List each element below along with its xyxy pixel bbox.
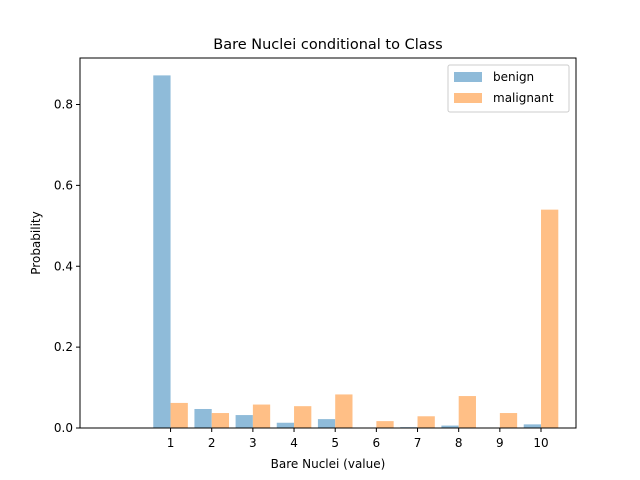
bar-benign-10 — [523, 424, 542, 428]
bar-benign-5 — [317, 419, 336, 428]
bar-malignant-8 — [458, 396, 476, 428]
x-tick-label: 10 — [533, 436, 548, 450]
bar-malignant-10 — [541, 209, 559, 428]
x-axis-ticks: 1 2 3 4 5 6 7 8 9 10 — [167, 428, 549, 450]
x-axis-label: Bare Nuclei (value) — [271, 457, 386, 471]
x-tick-label: 8 — [455, 436, 463, 450]
x-tick-label: 5 — [331, 436, 339, 450]
x-tick-label: 7 — [414, 436, 422, 450]
legend-swatch-benign — [454, 72, 482, 82]
bar-malignant-5 — [335, 394, 353, 428]
x-tick-label: 1 — [167, 436, 175, 450]
y-tick-label: 0.6 — [54, 178, 73, 192]
legend-label-benign: benign — [493, 70, 534, 84]
x-tick-label: 2 — [208, 436, 216, 450]
legend-swatch-malignant — [454, 93, 482, 103]
bar-malignant-2 — [211, 413, 230, 428]
y-tick-label: 0.0 — [54, 421, 73, 435]
y-axis-ticks: 0.0 0.2 0.4 0.6 0.8 — [54, 98, 80, 435]
x-tick-label: 6 — [373, 436, 381, 450]
chart-title: Bare Nuclei conditional to Class — [213, 37, 442, 53]
bar-malignant-3 — [252, 404, 271, 428]
x-tick-label: 4 — [290, 436, 298, 450]
plot-area-frame — [79, 57, 577, 429]
x-tick-label: 3 — [249, 436, 257, 450]
bar-malignant-6 — [376, 421, 394, 428]
y-tick-label: 0.4 — [54, 259, 73, 273]
bar-benign-3 — [235, 415, 253, 428]
bar-benign-4 — [276, 422, 295, 428]
bar-malignant-9 — [499, 413, 518, 428]
bar-malignant-4 — [294, 406, 312, 428]
y-tick-label: 0.2 — [54, 340, 73, 354]
bar-benign-2 — [194, 408, 212, 428]
x-tick-label: 9 — [496, 436, 504, 450]
bar-malignant-1 — [170, 402, 188, 428]
bars-group — [153, 75, 559, 429]
legend: benign malignant — [447, 64, 570, 113]
bar-benign-1 — [153, 75, 171, 429]
y-axis-label: Probability — [29, 211, 43, 274]
legend-label-malignant: malignant — [493, 91, 554, 105]
bar-benign-8 — [441, 425, 459, 428]
bar-malignant-7 — [417, 416, 435, 428]
y-tick-label: 0.8 — [54, 98, 73, 112]
